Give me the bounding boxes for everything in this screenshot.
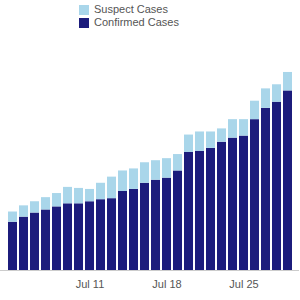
svg-text:Jul 18: Jul 18 — [152, 278, 181, 290]
html-text:Confirmed Cases: Confirmed Cases — [94, 16, 179, 28]
svg-text:Jul 11: Jul 11 — [76, 278, 105, 290]
html-text:Suspect Cases: Suspect Cases — [94, 3, 168, 15]
svg-text:Jul 25: Jul 25 — [229, 278, 258, 290]
